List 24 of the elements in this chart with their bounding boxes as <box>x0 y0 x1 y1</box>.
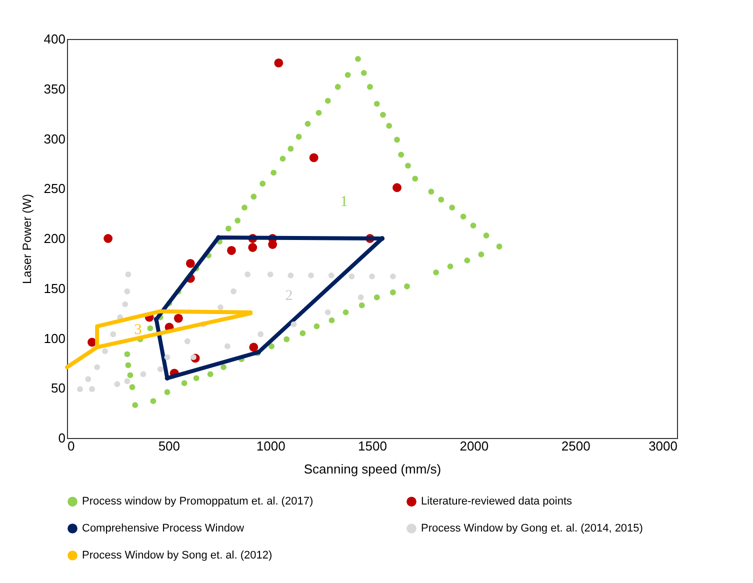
legend-label: Process window by Promoppatum et. al. (2017) <box>82 496 314 508</box>
legend-label: Comprehensive Process Window <box>82 522 244 534</box>
legend-label: Process Window by Gong et. al. (2014, 2015) <box>421 522 643 534</box>
y-tick-label: 100 <box>44 330 66 346</box>
legend-label: Literature-reviewed data points <box>421 496 573 508</box>
x-tick-label: 1500 <box>358 438 387 454</box>
x-tick-label: 2500 <box>561 438 590 454</box>
x-tick-label: 500 <box>158 438 180 454</box>
annotation: 1 <box>340 194 348 210</box>
x-tick-label: 3000 <box>648 438 678 454</box>
y-tick-label: 200 <box>44 231 66 246</box>
y-tick-label: 400 <box>44 32 66 46</box>
annotation: 3 <box>134 322 142 338</box>
x-tick-label: 2000 <box>460 438 489 454</box>
y-axis-title: Laser Power (W) <box>20 194 34 284</box>
y-tick-label: 350 <box>44 81 66 96</box>
legend-label: Process Window by Song et. al. (2012) <box>82 550 272 562</box>
y-tick-label: 300 <box>44 131 66 146</box>
x-tick-label: 0 <box>68 438 75 454</box>
y-tick-label: 150 <box>44 280 66 296</box>
y-tick-label: 50 <box>51 380 66 396</box>
x-tick-label: 1000 <box>256 438 286 454</box>
x-axis-title: Scanning speed (mm/s) <box>304 462 442 476</box>
y-tick-label: 250 <box>44 181 66 196</box>
